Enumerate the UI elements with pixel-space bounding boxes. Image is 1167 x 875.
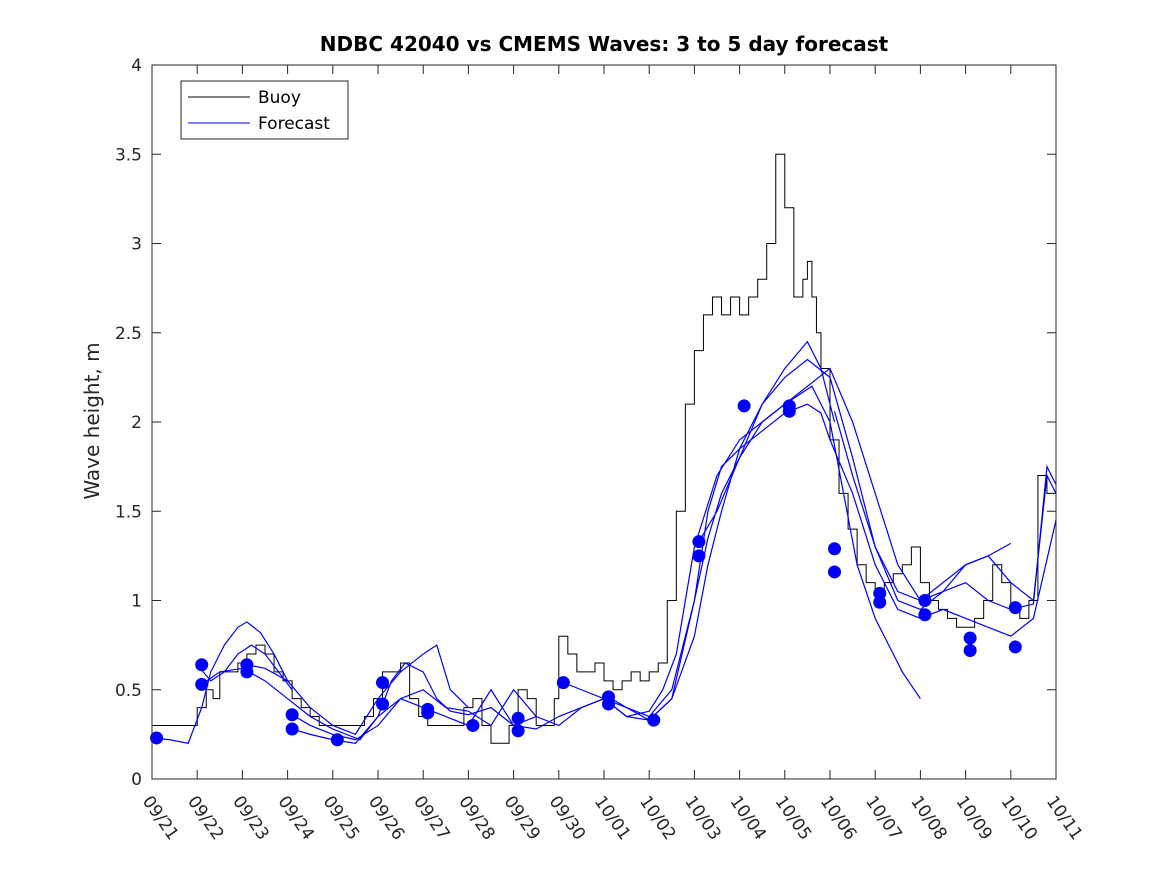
forecast-marker [963,643,977,657]
forecast-marker [511,711,525,725]
forecast-marker [918,594,932,607]
forecast-marker [511,724,525,738]
x-tick-label: 10/02 [635,792,679,844]
forecast-marker [330,733,344,747]
forecast-marker [828,542,842,556]
legend-forecast-label: Forecast [258,114,330,134]
forecast-line-9 [698,367,1057,602]
legend-buoy-label: Buoy [258,88,301,108]
forecast-marker [556,676,570,690]
x-tick-label: 09/26 [364,792,408,844]
forecast-marker [647,713,661,727]
forecast-line-2 [196,644,293,691]
forecast-marker [963,631,977,645]
forecast-marker [285,722,299,736]
forecast-marker [828,565,842,579]
x-tick-label: 09/22 [183,792,227,844]
forecast-marker [873,586,887,600]
forecast-marker [240,665,254,679]
x-tick-label: 10/03 [680,792,724,844]
forecast-marker [195,658,209,672]
y-tick-label: 1 [131,592,142,612]
forecast-marker [692,549,706,563]
y-axis-label: Wave height, m [80,342,104,499]
y-tick-label: 3.5 [115,145,142,165]
forecast-marker [421,706,435,720]
x-tick-label: 09/27 [409,792,453,844]
y-tick-label: 2 [131,413,142,433]
chart-title: NDBC 42040 vs CMEMS Waves: 3 to 5 day fo… [320,32,889,56]
y-tick-label: 4 [131,56,142,76]
x-tick-label: 09/28 [454,792,498,844]
x-tick-label: 09/23 [228,792,272,844]
y-tick-label: 3 [131,235,142,255]
forecast-marker [150,731,164,745]
y-tick-label: 2.5 [115,324,142,344]
forecast-line-1 [151,621,289,744]
y-tick-label: 0.5 [115,681,142,701]
x-tick-label: 10/11 [1042,792,1086,844]
legend-box [180,80,349,140]
x-tick-label: 09/29 [500,792,544,844]
x-tick-label: 10/07 [861,792,905,844]
forecast-marker [782,404,796,418]
forecast-marker [602,697,616,711]
x-tick-label: 09/21 [138,792,182,844]
forecast-line-4 [246,644,469,736]
x-tick-label: 09/25 [319,792,363,844]
forecast-line-10 [833,411,1012,602]
y-tick-label: 0 [131,770,142,790]
forecast-marker [873,595,887,609]
x-tick-label: 10/04 [726,792,770,844]
forecast-marker [285,708,299,722]
buoy-line [152,153,1057,744]
forecast-marker [1008,601,1022,615]
series-layer [151,153,1057,744]
forecast-marker [376,697,390,711]
forecast-marker [1008,640,1022,654]
x-tick-label: 10/09 [952,792,996,844]
x-tick-label: 10/05 [771,792,815,844]
forecast-marker [918,608,932,622]
forecast-marker [376,676,390,690]
y-tick-label: 1.5 [115,502,142,522]
legend: Buoy Forecast [180,80,349,140]
forecast-marker [737,399,751,413]
forecast-line-8 [608,358,1057,721]
forecast-marker [692,535,706,549]
x-tick-label: 09/24 [274,792,318,844]
forecast-marker [195,677,209,691]
forecast-line-5 [291,385,921,741]
x-tick-label: 10/08 [906,792,950,844]
forecast-marker [466,718,480,732]
x-tick-label: 10/10 [997,792,1041,844]
marker-layer [150,399,1022,747]
x-tick-label: 10/01 [590,792,634,844]
x-tick-label: 10/06 [816,792,860,844]
x-tick-label: 09/30 [545,792,589,844]
